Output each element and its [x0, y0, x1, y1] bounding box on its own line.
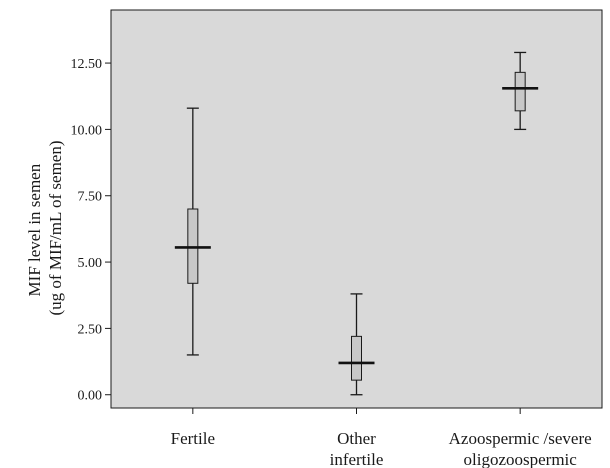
x-tick-label-line: Azoospermic /severe: [449, 429, 592, 448]
x-axis: Fertile Other infertile Azoospermic /severe…: [171, 408, 592, 468]
x-tick-label: Azoospermic /severe oligozoospermic: [449, 429, 592, 468]
box-group: [174, 107, 211, 356]
x-tick-label-line: oligozoospermic: [464, 450, 578, 468]
x-tick-label-line: infertile: [330, 450, 384, 468]
y-tick-label: 12.50: [71, 57, 103, 72]
y-axis-title-line-2: (ug of MIF/mL of semen): [46, 140, 65, 315]
y-tick-label: 10.00: [71, 123, 103, 138]
box-group: [502, 51, 539, 131]
box-group: [338, 293, 375, 396]
x-tick-label: Fertile: [171, 429, 215, 448]
x-tick-label: Other infertile: [330, 429, 384, 468]
y-tick-label: 5.00: [78, 256, 103, 271]
boxes: [174, 51, 539, 396]
y-tick-label: 0.00: [78, 389, 103, 404]
y-tick-label: 7.50: [78, 190, 103, 205]
y-axis-title: MIF level in semen (ug of MIF/mL of seme…: [25, 140, 65, 315]
y-axis: 0.00 2.50 5.00 7.50 10.00 12.50: [71, 57, 111, 404]
y-tick-label: 2.50: [78, 322, 103, 337]
y-axis-title-line-1: MIF level in semen: [25, 163, 44, 296]
box-iqr: [187, 208, 199, 284]
x-tick-label-line: Other: [337, 429, 376, 448]
x-tick-label-line: Fertile: [171, 429, 215, 448]
box-iqr: [351, 335, 362, 381]
box-iqr: [514, 71, 526, 112]
